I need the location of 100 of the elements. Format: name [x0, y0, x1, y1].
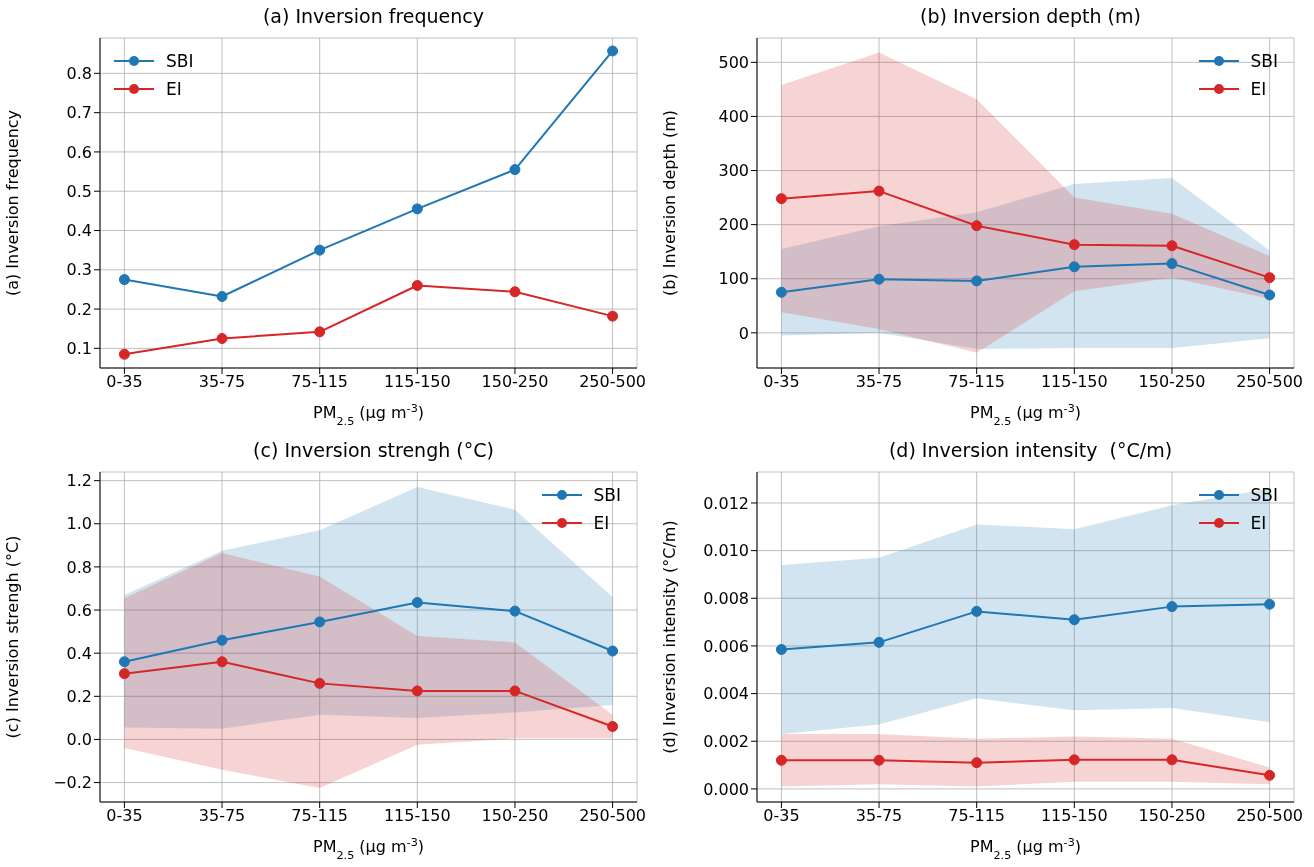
point — [1264, 598, 1276, 610]
chart-title: (b) Inversion depth (m) — [919, 4, 1142, 29]
x-tick-label: 115-150 — [383, 805, 451, 825]
point — [607, 45, 619, 57]
point — [775, 286, 787, 298]
point — [216, 634, 228, 646]
y-tick-label: 500 — [718, 53, 749, 73]
x-axis-title: PM$_{2.5}$ (µg m$^{-3}$) — [970, 835, 1081, 861]
y-tick-label: 300 — [718, 161, 749, 181]
y-tick-label: 0.6 — [66, 142, 92, 162]
x-axis-title: PM$_{2.5}$ (µg m$^{-3}$) — [970, 401, 1081, 428]
point — [1166, 258, 1178, 270]
legend-label: SBI — [1250, 484, 1278, 505]
x-tick-label: 35-75 — [855, 805, 903, 825]
chart-title: (c) Inversion strengh (°C) — [252, 437, 495, 463]
point — [1068, 613, 1080, 625]
y-tick-label: 0.010 — [703, 540, 749, 560]
point — [1166, 600, 1178, 612]
x-tick-label: 75-115 — [291, 805, 349, 825]
point — [509, 605, 521, 617]
x-tick-label: 115-150 — [1040, 805, 1108, 825]
point — [314, 677, 326, 689]
y-tick-label: 0.3 — [66, 260, 92, 280]
point — [971, 756, 983, 768]
point — [775, 754, 787, 766]
point — [314, 326, 326, 338]
y-axis-title: (b) Inversion depth (m) — [659, 110, 679, 296]
x-tick-label: 75-115 — [948, 372, 1006, 392]
y-tick-label: 0.012 — [703, 493, 749, 513]
y-axis-title: (a) Inversion frequency — [2, 109, 22, 297]
point — [509, 164, 521, 176]
chart-title: (a) Inversion frequency — [261, 4, 486, 29]
x-tick-label: 250-500 — [1236, 805, 1304, 825]
point — [411, 596, 423, 608]
y-tick-label: 0.4 — [66, 643, 92, 663]
x-tick-label: 75-115 — [948, 805, 1006, 825]
y-tick-label: 0.1 — [66, 339, 92, 359]
point — [607, 310, 619, 322]
point — [411, 684, 423, 696]
point — [216, 655, 228, 667]
x-tick-label: 115-150 — [1040, 372, 1108, 392]
point — [1166, 753, 1178, 765]
y-tick-label: 0.4 — [66, 221, 92, 241]
y-tick-label: 0.8 — [66, 557, 92, 577]
point — [873, 754, 885, 766]
point — [971, 605, 983, 617]
y-axis-title: (c) Inversion strengh (°C) — [2, 535, 22, 738]
point — [118, 348, 130, 360]
point — [1264, 769, 1276, 781]
y-tick-label: 200 — [718, 215, 749, 235]
point — [118, 655, 130, 667]
x-tick-label: 0-35 — [763, 805, 800, 825]
x-tick-label: 115-150 — [383, 372, 451, 392]
y-tick-label: 0.6 — [66, 600, 92, 620]
y-tick-label: 0.002 — [703, 731, 749, 751]
y-tick-label: 0.7 — [66, 103, 92, 123]
y-tick-label: 0.006 — [703, 636, 749, 656]
x-tick-label: 150-250 — [1138, 805, 1206, 825]
point — [971, 220, 983, 232]
x-axis-title: PM$_{2.5}$ (µg m$^{-3}$) — [313, 401, 424, 428]
point — [216, 333, 228, 345]
point — [873, 273, 885, 285]
point — [607, 720, 619, 732]
point — [411, 280, 423, 291]
y-tick-label: 0.5 — [66, 181, 92, 201]
legend-label: SBI — [1250, 51, 1278, 71]
y-tick-label: 1.0 — [66, 513, 92, 533]
point — [775, 643, 787, 655]
point — [1068, 239, 1080, 251]
point — [314, 615, 326, 627]
legend-label: SBI — [593, 484, 621, 505]
point — [775, 193, 787, 205]
point — [509, 684, 521, 696]
y-tick-label: 0.2 — [66, 686, 92, 706]
point — [411, 203, 423, 215]
point — [873, 185, 885, 197]
x-tick-label: 35-75 — [198, 372, 246, 392]
x-tick-label: 35-75 — [855, 372, 903, 392]
point — [118, 667, 130, 679]
y-tick-label: 0.004 — [703, 683, 749, 703]
point — [971, 275, 983, 287]
legend-label: SBI — [166, 51, 194, 71]
x-tick-label: 150-250 — [481, 805, 549, 825]
point — [1264, 289, 1276, 301]
point — [1068, 261, 1080, 273]
y-tick-label: 0.0 — [66, 729, 92, 749]
x-tick-label: 250-500 — [579, 805, 647, 825]
legend-label: EI — [166, 79, 182, 99]
point — [314, 244, 326, 256]
x-tick-label: 250-500 — [579, 372, 647, 392]
x-tick-label: 35-75 — [198, 805, 246, 825]
y-axis-title: (d) Inversion intensity (°C/m) — [659, 519, 679, 754]
legend-label: EI — [593, 512, 610, 533]
point — [873, 636, 885, 648]
legend-label: EI — [1250, 512, 1267, 533]
y-tick-label: 0.8 — [66, 64, 92, 84]
x-tick-label: 75-115 — [291, 372, 349, 392]
point — [216, 291, 228, 302]
point — [1166, 240, 1178, 252]
x-tick-label: 0-35 — [763, 372, 800, 392]
